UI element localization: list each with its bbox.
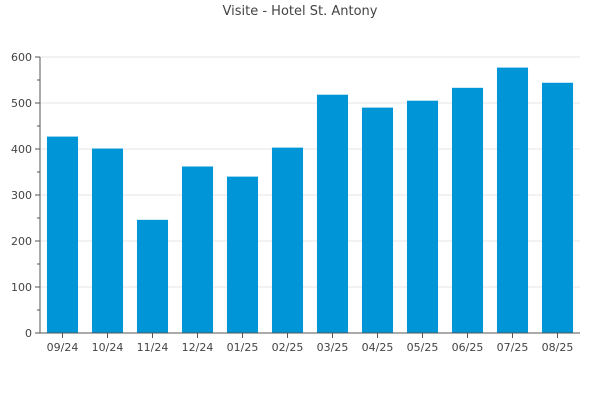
- grid-lines: [40, 56, 580, 288]
- y-tick-label: 200: [11, 235, 32, 248]
- y-tick-label: 500: [11, 97, 32, 110]
- y-tick-label: 300: [11, 189, 32, 202]
- y-axis-ticks: 0 100 200 300 400 500 600: [11, 51, 40, 340]
- x-tick-label: 07/25: [497, 341, 529, 354]
- bar: [271, 147, 304, 333]
- bar: [316, 94, 349, 333]
- bar: [181, 166, 214, 333]
- x-tick-label: 05/25: [407, 341, 439, 354]
- x-tick-label: 11/24: [137, 341, 169, 354]
- x-tick-label: 08/25: [542, 341, 574, 354]
- x-tick-label: 03/25: [317, 341, 349, 354]
- x-tick-label: 12/24: [182, 341, 214, 354]
- bar: [136, 219, 169, 333]
- x-tick-label: 10/24: [92, 341, 124, 354]
- y-tick-label: 100: [11, 281, 32, 294]
- bar: [541, 82, 574, 333]
- bar: [91, 148, 124, 333]
- bar: [226, 176, 259, 333]
- bars: [46, 67, 574, 333]
- x-axis-ticks: 09/24 10/24 11/24 12/24 01/25 02/25 03/25 04/25…: [47, 333, 574, 354]
- x-tick-label: 09/24: [47, 341, 79, 354]
- bar: [361, 107, 394, 333]
- y-tick-label: 600: [11, 51, 32, 64]
- bar: [496, 67, 529, 333]
- x-tick-label: 01/25: [227, 341, 259, 354]
- bar: [451, 87, 484, 333]
- bar: [46, 136, 79, 333]
- x-tick-label: 04/25: [362, 341, 394, 354]
- x-tick-label: 02/25: [272, 341, 304, 354]
- y-tick-label: 0: [25, 327, 32, 340]
- y-tick-label: 400: [11, 143, 32, 156]
- chart-title: Visite - Hotel St. Antony: [222, 4, 378, 19]
- x-tick-label: 06/25: [452, 341, 484, 354]
- bar: [406, 100, 439, 333]
